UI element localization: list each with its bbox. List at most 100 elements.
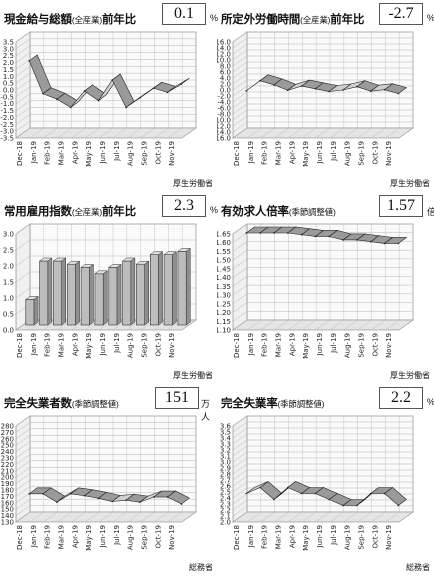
bar-side <box>158 251 163 326</box>
y-tick-label: 140 <box>1 512 14 520</box>
gridline-depth <box>232 67 248 79</box>
bar-side <box>144 260 149 326</box>
data-point <box>97 497 100 500</box>
y-tick-label: 1.30 <box>217 292 231 300</box>
x-tick-label: Nov-19 <box>168 333 176 358</box>
y-tick-label: -12.0 <box>217 123 231 131</box>
floor-grid <box>329 319 344 331</box>
floor-grid <box>126 127 141 139</box>
floor-grid <box>329 511 344 523</box>
floor-grid <box>57 511 72 523</box>
bar <box>122 260 132 326</box>
gridline-depth <box>15 107 31 118</box>
x-tick-label: Mar-19 <box>57 333 65 357</box>
bar-side <box>130 257 136 326</box>
x-tick-label: Jan-19 <box>247 141 255 164</box>
floor-grid <box>385 511 400 523</box>
x-tick-label: Feb-19 <box>261 141 269 165</box>
bar <box>66 263 76 326</box>
y-tick-label: 1.55 <box>217 248 231 256</box>
data-point <box>342 89 344 91</box>
y-tick-label: 0.0 <box>3 87 14 95</box>
y-tick-label: 2.6 <box>220 483 232 491</box>
data-point <box>356 239 358 241</box>
data-point <box>259 79 261 82</box>
series-ribbon-segment <box>383 237 408 244</box>
gridline-depth <box>15 447 31 459</box>
x-tick-label: Sep-19 <box>357 333 365 358</box>
gridline-depth <box>232 469 248 481</box>
floor-grid <box>357 319 372 331</box>
floor-grid <box>288 127 303 139</box>
value-unit: 万人 <box>201 399 211 422</box>
title-suffix: 前年比 <box>101 206 136 218</box>
gridline-depth <box>232 85 248 97</box>
y-tick-label: 14.0 <box>217 45 231 53</box>
gridline-depth <box>15 498 31 510</box>
gridline-depth <box>232 433 248 445</box>
value-unit: % <box>210 205 219 215</box>
gridline-depth <box>232 91 248 103</box>
gridline-depth <box>15 93 31 104</box>
gridline-depth <box>232 232 248 243</box>
bar <box>108 267 118 326</box>
gridline-depth <box>15 45 31 56</box>
source-label: 厚生労働省 <box>173 179 213 188</box>
gridline-depth <box>15 223 31 235</box>
x-tick-label: Apr-19 <box>71 333 79 356</box>
chart-svg: 3.63.53.43.33.23.13.02.92.82.72.62.52.42… <box>220 415 414 551</box>
gridline-depth <box>15 441 31 452</box>
x-tick-label: Mar-19 <box>57 525 65 549</box>
gridline-depth <box>15 255 31 267</box>
x-tick-label: Jul-19 <box>113 525 121 546</box>
title-text: 完全失業者数 <box>4 398 72 410</box>
floor-grid <box>315 127 331 139</box>
y-tick-label: 12.0 <box>217 51 231 59</box>
gridline-depth <box>232 475 248 487</box>
bar-side <box>185 247 191 326</box>
gridline-depth <box>15 66 31 77</box>
data-point <box>300 492 303 495</box>
data-point <box>314 235 317 238</box>
y-tick-label: 2.5 <box>220 489 231 497</box>
floor-grid <box>329 127 344 139</box>
x-tick-label: Oct-19 <box>371 141 379 165</box>
floor-grid <box>274 511 289 523</box>
x-tick-label: Mar-19 <box>274 333 282 357</box>
title-suffix: 前年比 <box>101 14 136 26</box>
y-tick-label: 1.15 <box>217 318 231 326</box>
bar-side <box>172 251 177 326</box>
gridline-depth <box>232 73 248 85</box>
chart-svg: 2802702602502402302202102001901801701601… <box>1 415 197 551</box>
floor-grid <box>260 127 275 139</box>
data-point <box>111 79 114 81</box>
floor-grid <box>168 511 183 523</box>
gridline-depth <box>232 445 248 457</box>
floor-grid <box>260 319 275 331</box>
gridline-depth <box>232 493 248 505</box>
y-tick-label: 270 <box>1 429 14 437</box>
floor-grid <box>274 127 289 139</box>
y-tick-label: 1.50 <box>217 257 231 265</box>
latest-value-box: 0.1 <box>162 3 206 25</box>
y-tick-label: 0.5 <box>3 80 14 88</box>
y-tick-label: 1.25 <box>217 300 231 308</box>
floor-grid <box>398 127 414 139</box>
floor-grid <box>302 511 317 523</box>
series-ribbon-segment <box>383 83 408 94</box>
title-suffix: 前年比 <box>330 14 365 26</box>
panel-title: 所定外労働時間(全産業)前年比 <box>221 11 364 27</box>
y-tick-label: -8.0 <box>217 111 231 119</box>
y-tick-label: 180 <box>1 487 14 495</box>
gridline-depth <box>232 311 248 322</box>
x-tick-label: May-19 <box>85 141 93 167</box>
panel-job-ratio: 有効求人倍率(季節調整値) 1.57 倍 1.65 1.60 1.55 1.50 1.4… <box>217 192 434 384</box>
x-tick-label: Apr-19 <box>71 525 79 548</box>
y-tick-label: 3.6 <box>220 423 232 431</box>
x-tick-label: Aug-19 <box>344 333 352 358</box>
data-point <box>139 501 141 503</box>
floor-grid <box>112 127 127 139</box>
floor-grid <box>246 511 261 523</box>
gridline-depth <box>15 466 31 478</box>
y-tick-label: 1.5 <box>3 66 14 74</box>
